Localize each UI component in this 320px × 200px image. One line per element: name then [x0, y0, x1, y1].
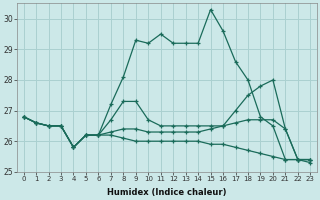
- X-axis label: Humidex (Indice chaleur): Humidex (Indice chaleur): [107, 188, 227, 197]
